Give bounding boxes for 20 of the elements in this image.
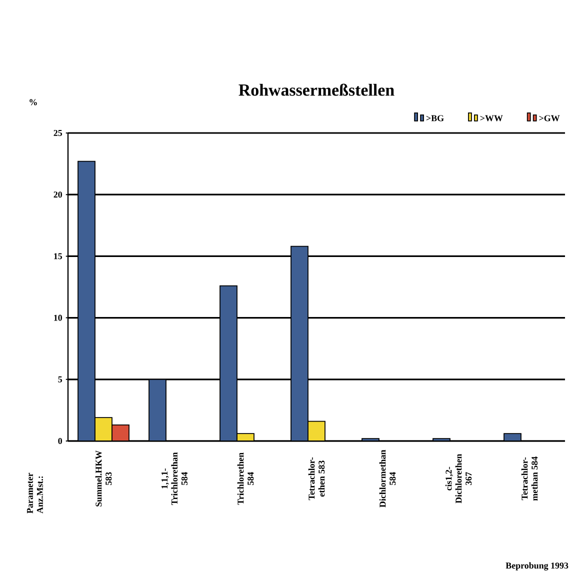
x-tick-label: Trichlorethen 584 bbox=[237, 452, 254, 505]
legend-label: >GW bbox=[539, 115, 560, 122]
x-tick-label: Tetrachlor- methan 584 bbox=[521, 456, 538, 501]
y-tick-label: 25 bbox=[54, 130, 62, 136]
text: Parameter Anz.Mst.: bbox=[27, 472, 43, 514]
text: Beprobung 1993 bbox=[506, 562, 568, 570]
x-tick-label: Tetrachlor- ethen 583 bbox=[308, 457, 325, 500]
y-tick-label: 10 bbox=[54, 314, 62, 321]
legend-label: >BG bbox=[426, 115, 444, 122]
chart-title: Rohwassermeßstellen bbox=[238, 84, 394, 96]
y-tick-label: 15 bbox=[54, 253, 62, 260]
x-tick-label: Summel.HKW 583 bbox=[95, 450, 112, 506]
y-tick-label: 20 bbox=[54, 192, 62, 198]
y-tick-label: 0 bbox=[58, 438, 62, 444]
legend-label: >WW bbox=[480, 115, 503, 122]
x-tick-label: cis1,2- Dichlorethen 367 bbox=[445, 454, 472, 504]
x-tick-label: 1,1,1- Trichlorethan 584 bbox=[162, 452, 188, 505]
x-tick-label: Dichlormethan 584 bbox=[379, 450, 396, 508]
y-tick-label: 5 bbox=[58, 376, 62, 382]
y-axis-title: % bbox=[30, 99, 37, 106]
